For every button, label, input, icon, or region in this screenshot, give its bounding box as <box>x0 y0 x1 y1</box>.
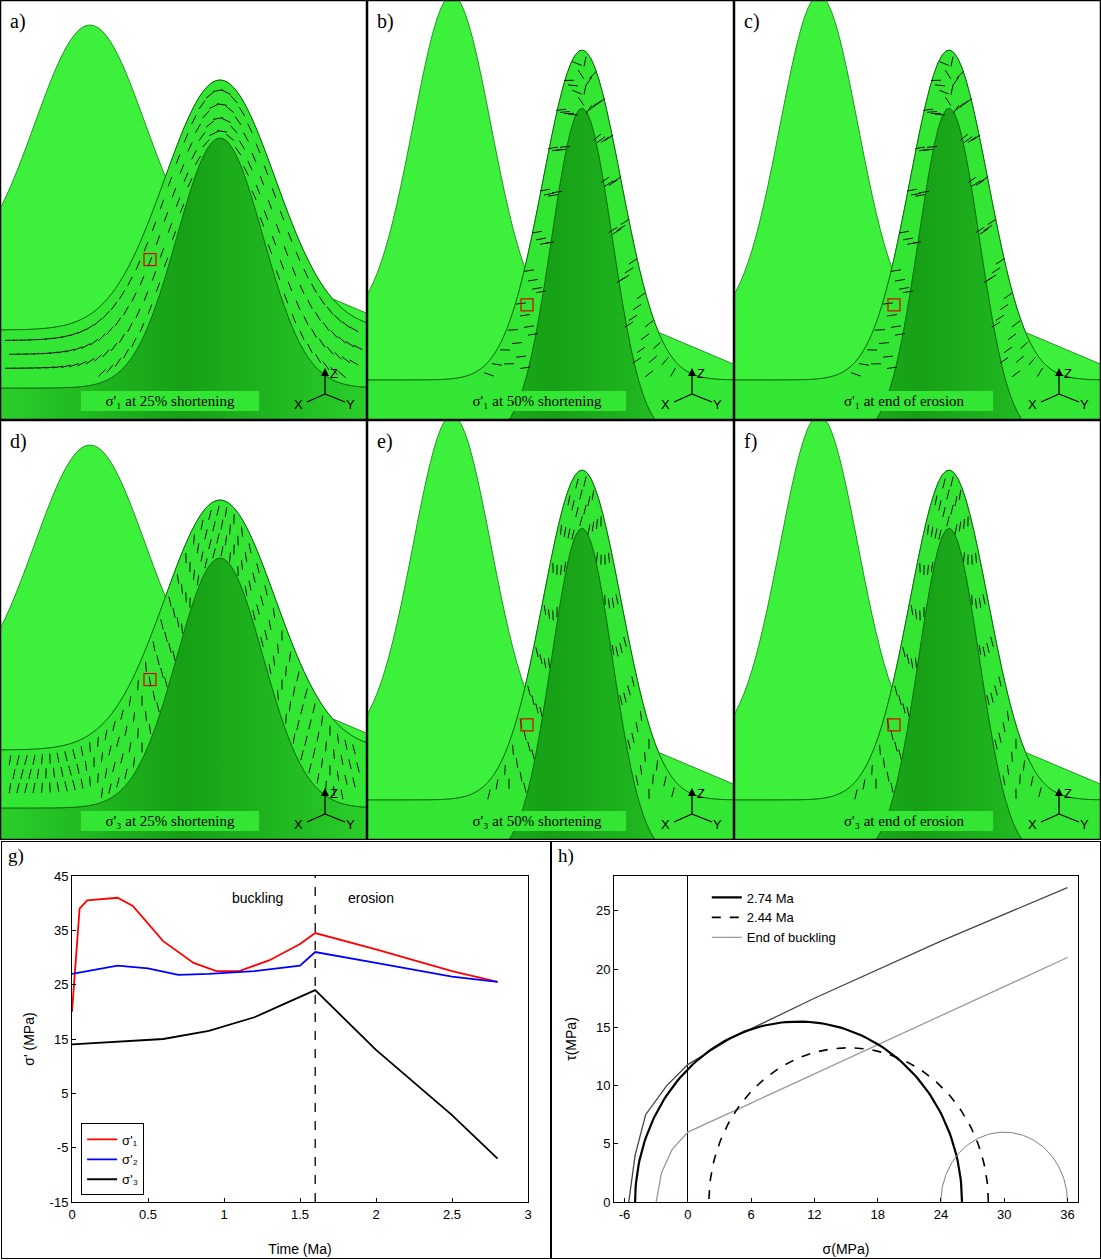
svg-text:1: 1 <box>220 1207 227 1222</box>
svg-text:f): f) <box>744 430 757 453</box>
html-text:h): h) <box>558 845 574 866</box>
svg-text:0: 0 <box>603 1195 610 1210</box>
svg-text:1.5: 1.5 <box>291 1207 309 1222</box>
svg-text:σ'₁ at 50% shortening: σ'₁ at 50% shortening <box>473 393 602 409</box>
svg-text:Y: Y <box>346 397 355 412</box>
svg-text:X: X <box>294 817 303 832</box>
svg-text:18: 18 <box>870 1207 884 1222</box>
svg-text:10: 10 <box>596 1078 610 1093</box>
svg-text:0: 0 <box>68 1207 75 1222</box>
svg-text:τ(MPa): τ(MPa) <box>563 1017 579 1061</box>
svg-text:End of buckling: End of buckling <box>747 930 836 945</box>
svg-text:2.5: 2.5 <box>443 1207 461 1222</box>
svg-text:Z: Z <box>697 366 705 381</box>
svg-text:σ'₁: σ'₁ <box>122 1133 138 1148</box>
svg-text:12: 12 <box>807 1207 821 1222</box>
svg-text:σ'₃ at 25% shortening: σ'₃ at 25% shortening <box>106 813 235 829</box>
svg-text:2: 2 <box>372 1207 379 1222</box>
svg-text:Z: Z <box>697 786 705 801</box>
svg-text:σ'₁ at 25% shortening: σ'₁ at 25% shortening <box>106 393 235 409</box>
svg-text:Y: Y <box>713 397 722 412</box>
svg-text:buckling: buckling <box>232 890 283 906</box>
svg-text:X: X <box>661 397 670 412</box>
svg-text:σ'₃: σ'₃ <box>122 1172 138 1187</box>
svg-text:5: 5 <box>61 1086 68 1101</box>
svg-text:σ' (MPa): σ' (MPa) <box>21 1012 37 1065</box>
svg-text:30: 30 <box>997 1207 1011 1222</box>
svg-text:σ'₂: σ'₂ <box>122 1152 138 1167</box>
svg-text:σ(MPa): σ(MPa) <box>823 1241 870 1257</box>
svg-text:25: 25 <box>596 903 610 918</box>
svg-text:2.74 Ma: 2.74 Ma <box>747 891 795 906</box>
svg-text:35: 35 <box>54 923 68 938</box>
svg-text:X: X <box>661 817 670 832</box>
svg-text:d): d) <box>10 430 27 453</box>
svg-text:Z: Z <box>1064 366 1072 381</box>
svg-text:45: 45 <box>54 869 68 884</box>
svg-text:15: 15 <box>596 1020 610 1035</box>
svg-text:Z: Z <box>330 786 338 801</box>
svg-text:c): c) <box>744 10 760 33</box>
svg-text:σ'₁ at end of erosion: σ'₁ at end of erosion <box>844 393 965 409</box>
svg-text:3: 3 <box>524 1207 531 1222</box>
svg-text:σ'₃ at 50% shortening: σ'₃ at 50% shortening <box>473 813 602 829</box>
svg-text:b): b) <box>377 10 394 33</box>
svg-text:e): e) <box>377 430 393 453</box>
svg-text:0.5: 0.5 <box>139 1207 157 1222</box>
svg-text:X: X <box>294 397 303 412</box>
svg-text:20: 20 <box>596 962 610 977</box>
svg-text:Y: Y <box>713 817 722 832</box>
svg-text:24: 24 <box>934 1207 948 1222</box>
svg-text:Z: Z <box>1064 786 1072 801</box>
svg-text:Z: Z <box>330 366 338 381</box>
svg-text:Y: Y <box>346 817 355 832</box>
html-text:g): g) <box>8 845 24 866</box>
svg-text:6: 6 <box>747 1207 754 1222</box>
svg-text:Y: Y <box>1080 397 1089 412</box>
svg-text:-6: -6 <box>619 1207 631 1222</box>
svg-text:25: 25 <box>54 977 68 992</box>
svg-text:-15: -15 <box>50 1195 69 1210</box>
svg-text:a): a) <box>10 10 26 33</box>
svg-text:5: 5 <box>603 1136 610 1151</box>
svg-text:X: X <box>1028 817 1037 832</box>
svg-text:-5: -5 <box>57 1140 69 1155</box>
svg-text:0: 0 <box>684 1207 691 1222</box>
svg-text:Y: Y <box>1080 817 1089 832</box>
svg-text:X: X <box>1028 397 1037 412</box>
svg-text:2.44 Ma: 2.44 Ma <box>747 910 795 925</box>
svg-text:erosion: erosion <box>348 890 394 906</box>
svg-text:15: 15 <box>54 1032 68 1047</box>
svg-text:σ'₃ at end of erosion: σ'₃ at end of erosion <box>844 813 965 829</box>
svg-text:36: 36 <box>1060 1207 1074 1222</box>
svg-text:Time (Ma): Time (Ma) <box>268 1241 331 1257</box>
